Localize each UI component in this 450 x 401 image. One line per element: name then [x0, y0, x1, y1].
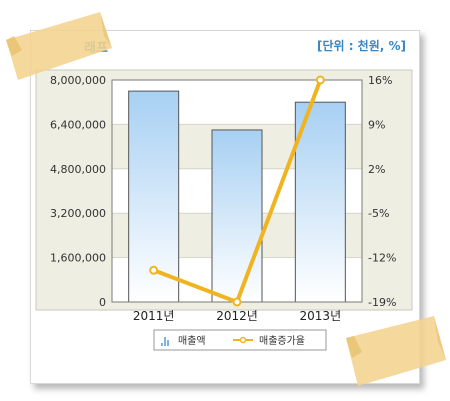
legend-label-sales: 매출액: [178, 335, 206, 347]
left-tick-label: 0: [99, 296, 106, 309]
left-tick-label: 8,000,000: [50, 74, 106, 87]
left-tick-label: 6,400,000: [50, 118, 106, 131]
x-tick-label: 2011년: [133, 309, 175, 323]
growth-rate-point: [149, 265, 159, 275]
right-tick-label: -19%: [368, 296, 396, 309]
growth-rate-point: [315, 75, 325, 85]
legend-line-icon: [233, 336, 253, 344]
right-tick-label: -5%: [368, 207, 389, 220]
left-tick-label: 4,800,000: [50, 163, 106, 176]
left-tick-label: 3,200,000: [50, 207, 106, 220]
growth-rate-point: [232, 297, 242, 307]
tape-top-left: [6, 12, 112, 80]
legend-bar-icon-part: [161, 343, 163, 346]
bar: [211, 129, 263, 303]
right-tick-label: -12%: [368, 252, 396, 265]
legend-bar-icon-part: [164, 337, 166, 346]
x-tick-label: 2012년: [216, 309, 258, 323]
right-tick-label: 2%: [368, 163, 385, 176]
legend-bar-icon: [161, 337, 169, 346]
right-tick-label: 9%: [368, 118, 385, 131]
legend-label-growth: 매출증가율: [259, 335, 305, 347]
tape-bottom-right: [346, 316, 446, 386]
legend-bar-icon-part: [167, 340, 169, 346]
right-tick-label: 16%: [368, 74, 392, 87]
x-tick-label: 2013년: [300, 309, 342, 323]
unit-label: [단위 : 천원, %]: [316, 39, 406, 53]
left-tick-label: 1,600,000: [50, 252, 106, 265]
legend-line-icon-marker: [239, 336, 247, 344]
